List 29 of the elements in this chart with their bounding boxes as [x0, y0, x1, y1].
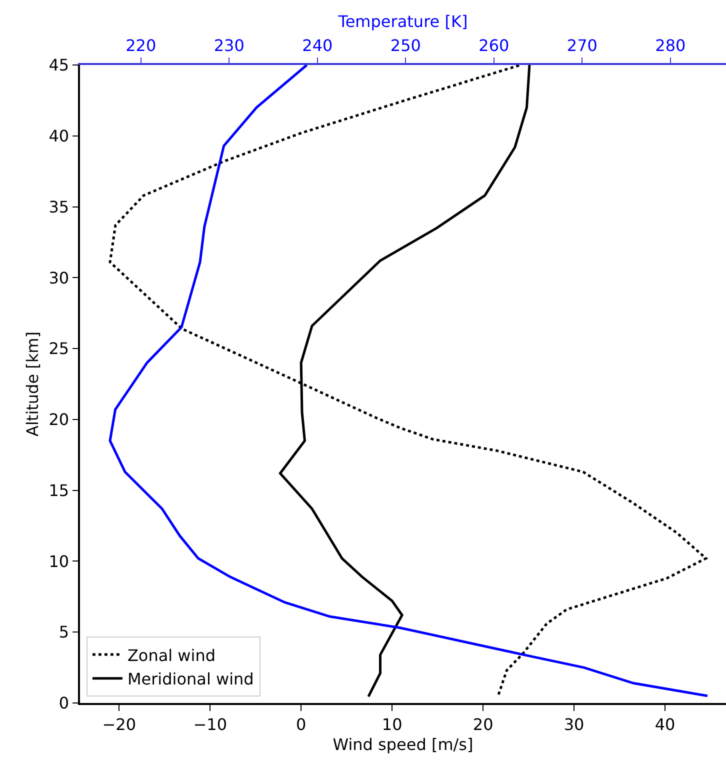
x-tick-label: 10	[382, 714, 402, 734]
y-tick-label: 35	[48, 197, 70, 216]
y-tick-label: 30	[48, 268, 70, 288]
y-tick-label: 15	[48, 480, 70, 500]
y-tick-label: 25	[48, 339, 70, 358]
x2-tick-label: 250	[390, 36, 421, 55]
x2-tick-label: 270	[566, 36, 598, 55]
y-tick-label: 20	[48, 410, 70, 430]
x-tick-label: −20	[102, 714, 136, 734]
y-tick-label: 10	[48, 552, 70, 571]
x-tick-label: 30	[564, 714, 584, 734]
y-axis-title: Altitude [km]	[23, 332, 42, 436]
x-axis-title: Wind speed [m/s]	[332, 735, 474, 754]
y-tick-label: 5	[58, 622, 70, 642]
y-tick-label: 0	[58, 694, 70, 713]
x-tick-label: −10	[193, 714, 227, 734]
y-tick-label: 45	[48, 56, 70, 75]
x-tick-label: 0	[296, 714, 306, 734]
x2-tick-label: 230	[214, 36, 244, 55]
legend-label: Meridional wind	[127, 670, 254, 689]
x-tick-label: 40	[654, 714, 676, 734]
x2-tick-label: 220	[126, 36, 156, 55]
legend-label: Zonal wind	[127, 646, 216, 665]
x2-axis-title: Temperature [K]	[337, 12, 468, 32]
x2-tick-label: 240	[302, 36, 333, 55]
x2-tick-label: 260	[478, 36, 510, 55]
x2-tick-label: 280	[655, 36, 686, 55]
y-tick-label: 40	[48, 126, 70, 146]
x-tick-label: 20	[472, 714, 494, 734]
